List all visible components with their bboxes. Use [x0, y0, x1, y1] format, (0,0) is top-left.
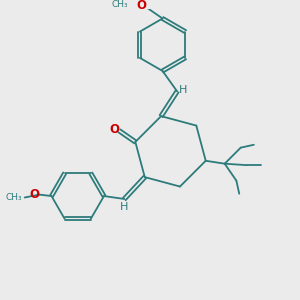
- Text: CH₃: CH₃: [5, 193, 22, 202]
- Text: CH₃: CH₃: [112, 0, 129, 9]
- Text: O: O: [29, 188, 39, 200]
- Text: H: H: [179, 85, 187, 95]
- Text: O: O: [109, 123, 119, 136]
- Text: H: H: [120, 202, 129, 212]
- Text: O: O: [136, 0, 147, 13]
